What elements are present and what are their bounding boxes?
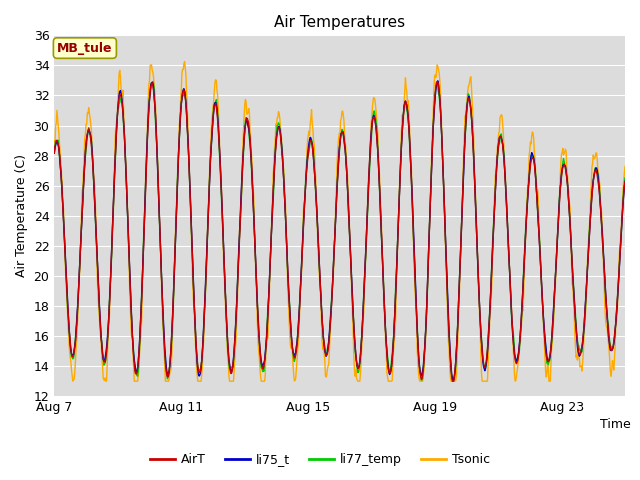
X-axis label: Time: Time (600, 418, 630, 431)
Title: Air Temperatures: Air Temperatures (274, 15, 405, 30)
Y-axis label: Air Temperature (C): Air Temperature (C) (15, 154, 28, 277)
Legend: AirT, li75_t, li77_temp, Tsonic: AirT, li75_t, li77_temp, Tsonic (145, 448, 495, 471)
Text: MB_tule: MB_tule (57, 42, 113, 55)
